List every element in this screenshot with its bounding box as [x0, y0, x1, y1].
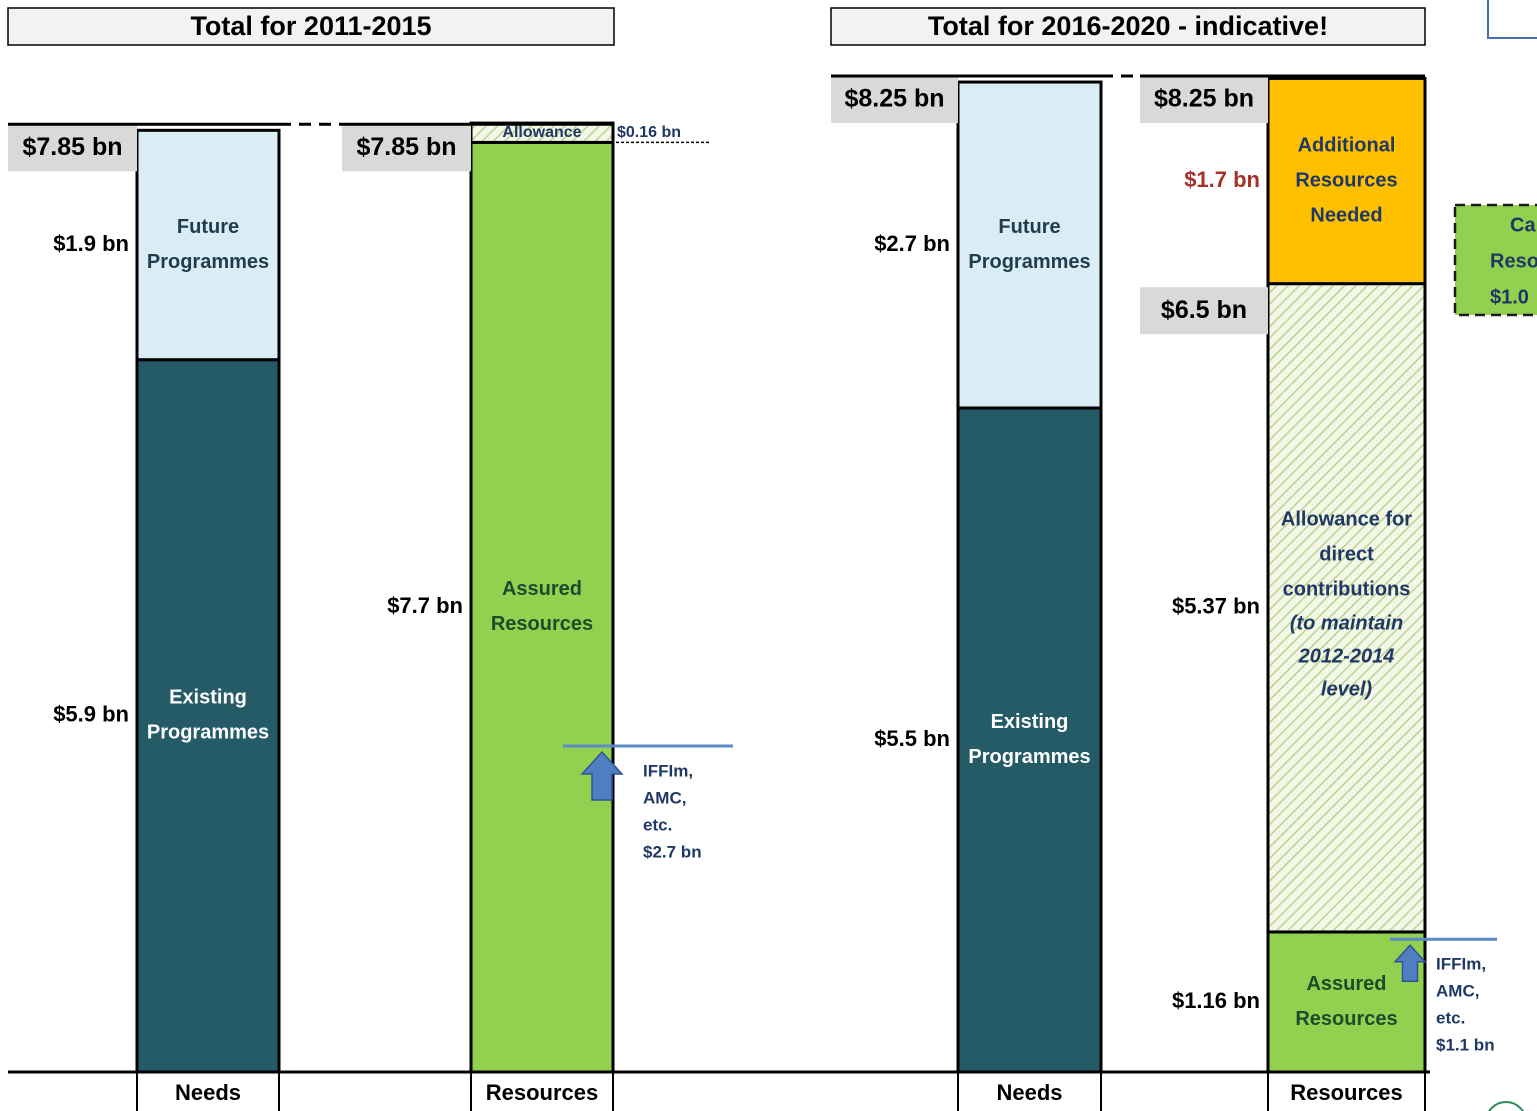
- category-label: Needs: [175, 1080, 241, 1105]
- annotation-text: AMC,: [643, 789, 686, 808]
- segment-label: Resources: [1295, 1008, 1397, 1030]
- total-box: [8, 124, 137, 172]
- segment-label: direct: [1319, 544, 1374, 566]
- segment-label: Needed: [1310, 204, 1382, 226]
- cropped-box: [1487, 0, 1537, 39]
- segment-value-label: $2.7 bn: [874, 231, 950, 256]
- bar-segment: [135, 128, 281, 362]
- segment-value-label: $1.7 bn: [1184, 167, 1260, 192]
- segment-value-label: $5.37 bn: [1172, 594, 1260, 619]
- total-label: $7.85 bn: [356, 133, 456, 161]
- segment-value-label: $0.16 bn: [617, 124, 681, 141]
- side-note-text: Reso: [1490, 250, 1537, 272]
- panel-title: Total for 2011-2015: [190, 11, 431, 41]
- segment-label: Allowance for: [1281, 509, 1412, 531]
- category-label: Resources: [486, 1080, 599, 1105]
- segment-note: level): [1321, 679, 1372, 701]
- bar-segment: [1266, 282, 1427, 934]
- total-label: $8.25 bn: [844, 85, 944, 113]
- segment-label: Resources: [1295, 169, 1397, 191]
- category-label: Resources: [1290, 1080, 1403, 1105]
- segment-label: Programmes: [147, 251, 269, 273]
- side-note-box: [1453, 203, 1537, 317]
- segment-label: Allowance: [502, 124, 581, 141]
- title-box: [7, 7, 615, 46]
- bar-segment: [1266, 76, 1427, 286]
- segment-label: Existing: [169, 687, 247, 709]
- bar-segment: [1266, 930, 1427, 1074]
- segment-value-label: $5.9 bn: [53, 702, 129, 727]
- annotation-text: AMC,: [1436, 982, 1479, 1001]
- annotation-text: $2.7 bn: [643, 843, 702, 862]
- side-note-text: Ca: [1510, 214, 1536, 236]
- segment-value-label: $1.16 bn: [1172, 988, 1260, 1013]
- annotation-text: IFFIm,: [1436, 955, 1486, 974]
- annotation-text: etc.: [1436, 1009, 1465, 1028]
- annotation-text: $1.1 bn: [1436, 1036, 1495, 1055]
- category-label: Needs: [996, 1080, 1062, 1105]
- subtotal-box: [1140, 287, 1268, 335]
- total-label: $7.85 bn: [22, 133, 122, 161]
- total-box: [342, 124, 471, 172]
- segment-label: Existing: [991, 711, 1069, 733]
- annotation-text: IFFIm,: [643, 762, 693, 781]
- side-note-text: $1.0: [1490, 286, 1529, 308]
- segment-note: 2012-2014: [1298, 646, 1395, 668]
- annotation-text: etc.: [643, 816, 672, 835]
- segment-label: Additional: [1298, 134, 1396, 156]
- segment-note: (to maintain: [1290, 613, 1403, 635]
- segment-label: Programmes: [147, 722, 269, 744]
- title-box: [830, 7, 1426, 46]
- segment-label: contributions: [1283, 579, 1411, 601]
- segment-label: Future: [998, 216, 1060, 238]
- segment-label: Resources: [491, 613, 593, 635]
- bar-segment: [956, 80, 1103, 410]
- bar-segment: [469, 140, 615, 1074]
- bar-segment: [956, 406, 1103, 1074]
- segment-value-label: $5.5 bn: [874, 726, 950, 751]
- total-label: $8.25 bn: [1154, 85, 1254, 113]
- total-box: [1140, 76, 1268, 123]
- segment-label: Future: [177, 216, 239, 238]
- bar-segment: [135, 358, 281, 1074]
- segment-label: Programmes: [968, 251, 1090, 273]
- segment-value-label: $7.7 bn: [387, 593, 463, 618]
- annotation-arrow: [580, 750, 624, 801]
- segment-label: Assured: [1306, 973, 1386, 995]
- total-box: [831, 76, 958, 123]
- segment-label: Programmes: [968, 746, 1090, 768]
- panel-title: Total for 2016-2020 - indicative!: [928, 11, 1328, 41]
- segment-label: Assured: [502, 578, 582, 600]
- subtotal-label: $6.5 bn: [1161, 296, 1247, 324]
- segment-value-label: $1.9 bn: [53, 231, 129, 256]
- cropped-icon: [1488, 1101, 1524, 1111]
- annotation-arrow: [1393, 944, 1427, 982]
